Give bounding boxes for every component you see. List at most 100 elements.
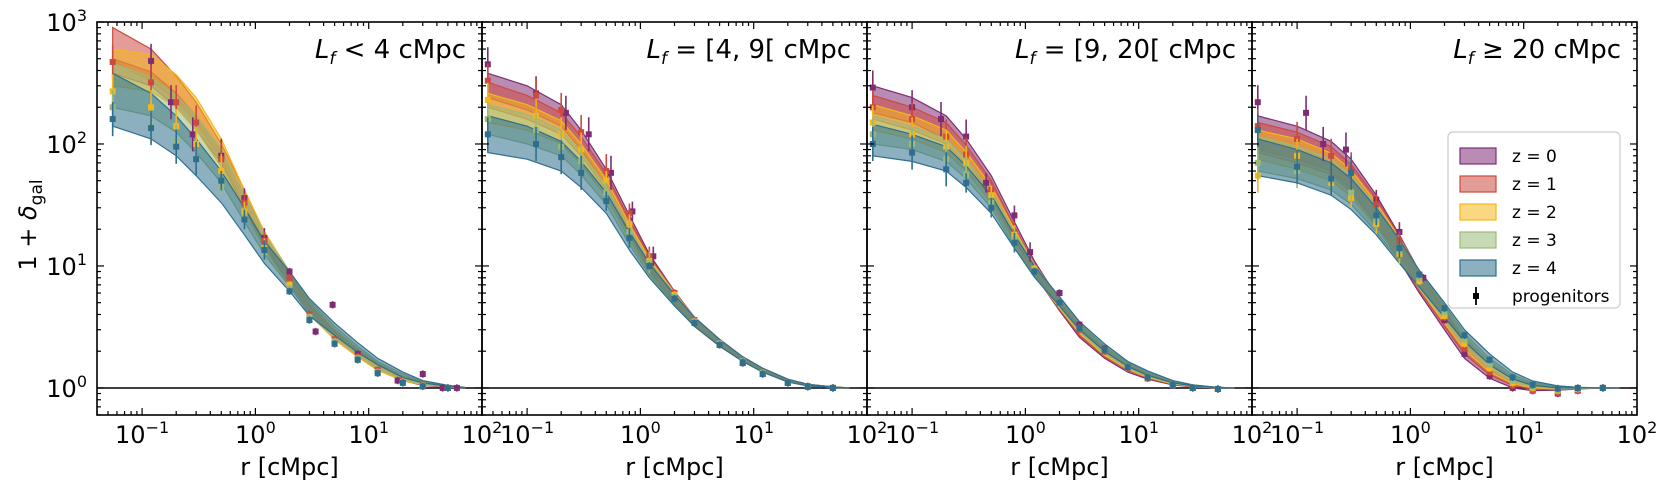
data-point [558,106,565,113]
data-point [189,131,196,138]
data-point [739,359,746,366]
panel-label: Lf = [4, 9[ cMpc [646,35,851,69]
data-point [148,57,155,64]
data-point [1124,364,1131,371]
data-point [1396,245,1403,252]
data-point [562,109,569,116]
legend-swatch [1459,203,1497,221]
x-tick-label: 100 [620,418,661,449]
data-point [829,384,836,391]
data-point [1599,384,1606,391]
panel-label: Lf ≥ 20 cMpc [1453,35,1621,69]
data-point [168,99,175,106]
data-point [943,166,950,173]
data-point [1254,127,1261,134]
data-point [533,140,540,147]
data-point [804,383,811,390]
data-point [1144,374,1151,381]
data-point [1529,381,1536,388]
data-point [716,341,723,348]
legend-label: z = 1 [1512,175,1557,195]
x-axis-title: r [cMpc] [1010,453,1109,481]
x-tick-label: 10−1 [115,418,169,449]
data-point [444,384,451,391]
panel-1: 10−1 100 101 102 100 101 102 103 r [cMpc] Lf < 4 … [46,6,502,481]
data-point [963,133,970,140]
panel-label: Lf = [9, 20[ cMpc [1015,35,1236,69]
legend-item-progenitors: progenitors [1473,287,1610,307]
data-point [439,384,446,391]
data-point [1461,345,1468,352]
panel-label: Lf < 4 cMpc [315,35,466,69]
data-point [1461,340,1468,347]
data-point [1294,163,1301,170]
legend-item-z-4: z = 4 [1459,259,1557,279]
progenitors-z-4 [484,117,836,392]
band-z-4 [487,115,850,389]
data-point [286,268,293,275]
data-point [218,177,225,184]
data-point [173,143,180,150]
data-point [306,317,313,324]
data-point [1486,356,1493,363]
data-point [1416,271,1423,278]
data-point [286,274,293,281]
x-tick-label: 10−1 [885,418,939,449]
band-z-4 [1257,138,1620,389]
data-point [1011,212,1018,219]
ticks [1251,21,1638,416]
data-point [1554,385,1561,392]
data-point [578,169,585,176]
panel-4: 10−1 100 101 102 r [cMpc] Lf ≥ 20 cMpc [1251,21,1657,481]
data-point [286,288,293,295]
x-tick-label: 100 [1005,418,1046,449]
data-point [484,131,491,138]
data-point [1303,109,1310,116]
data-point [193,119,200,126]
data-point [578,129,585,136]
data-point [671,295,678,302]
ticks [481,21,868,416]
x-tick-label: 101 [733,418,774,449]
ticks [866,21,1253,416]
data-point [963,179,970,186]
data-point [558,154,565,161]
legend-label: z = 2 [1512,203,1557,223]
data-point [1011,239,1018,246]
y-tick-label: 100 [46,372,87,403]
legend-item-z-3: z = 3 [1459,231,1557,251]
band-z-4 [112,72,466,389]
data-point [1420,274,1427,281]
x-tick-label: 102 [1232,418,1273,449]
plot-area [97,26,482,392]
legend-item-z-0: z = 0 [1459,147,1557,167]
data-point [585,131,592,138]
data-point [1169,381,1176,388]
plot-area [1252,85,1637,398]
y-axis-title: 1 + δgal [14,179,47,270]
data-point [374,370,381,377]
data-point [286,281,293,288]
data-point [784,379,791,386]
data-point [1027,249,1034,256]
x-tick-label: 10−1 [1270,418,1324,449]
data-point [869,84,876,91]
data-point [453,384,460,391]
data-point [603,177,610,184]
data-point [1320,140,1327,147]
legend-label: z = 4 [1512,259,1557,279]
data-point [988,204,995,211]
legend-swatch [1459,259,1497,277]
data-point [1214,386,1221,393]
data-point [148,79,155,86]
data-point [109,58,116,65]
x-axis-title: r [cMpc] [1395,453,1494,481]
data-point [650,253,657,260]
data-point [603,198,610,205]
data-point [1254,99,1261,106]
legend-label: z = 0 [1512,147,1557,167]
data-point [1189,384,1196,391]
data-point [626,210,633,217]
data-point [1486,361,1493,368]
data-point [533,92,540,99]
